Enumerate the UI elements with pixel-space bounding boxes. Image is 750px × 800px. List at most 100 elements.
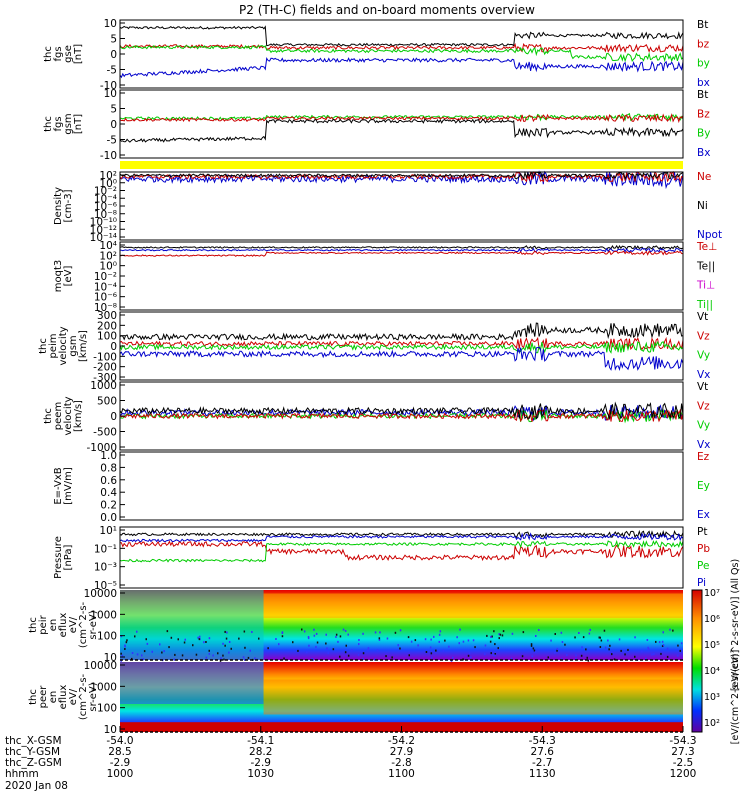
x-row-value: 1200 (670, 768, 697, 780)
noise-speck (533, 649, 536, 652)
y-tick-label: 10⁻⁵ (94, 580, 117, 592)
x-row-value: -54.3 (669, 735, 696, 747)
y-label-line: [nT] (73, 114, 84, 134)
noise-speck (677, 644, 679, 647)
noise-speck (661, 640, 664, 643)
panel-pressure: 10¹ 10⁻¹ 10⁻³ 10⁻⁵ Pressure [nPa] (53, 525, 684, 592)
noise-speck (281, 635, 284, 638)
noise-speck (327, 651, 329, 654)
noise-speck (244, 646, 246, 649)
series-line-3 (119, 346, 684, 372)
noise-speck (163, 650, 165, 653)
noise-speck (430, 656, 433, 659)
noise-speck (417, 644, 419, 647)
noise-speck (646, 639, 649, 641)
y-axis-label: thc peir en eflux eV/(cm^2-s-sr-eV) (28, 601, 99, 648)
noise-speck (531, 655, 533, 658)
electron-mid-band (263, 679, 683, 715)
noise-speck (666, 647, 669, 650)
noise-speck (146, 642, 149, 645)
y-tick-label: 5 (110, 104, 117, 116)
noise-speck (249, 649, 251, 652)
noise-speck (556, 647, 559, 650)
y-tick-label: 10000 (84, 660, 117, 672)
noise-speck (407, 636, 410, 639)
x-axis-date: 2020 Jan 08 (5, 780, 68, 792)
noise-speck (589, 628, 591, 631)
y-label-line: gse (63, 45, 74, 63)
noise-speck (530, 643, 533, 646)
noise-speck (379, 631, 381, 634)
y-label-line: thc (38, 338, 49, 354)
noise-speck (351, 649, 353, 652)
x-row-value: -2.7 (532, 757, 553, 769)
x-row-label: thc_Z-GSM (5, 757, 62, 769)
noise-speck (199, 635, 201, 638)
noise-speck (136, 653, 139, 656)
noise-speck (578, 632, 580, 634)
y-tick-label: -200 (93, 362, 117, 374)
y-ticks: 1.00.80.60.40.20.0 (100, 450, 125, 524)
y-tick-label: 10⁻⁸ (94, 302, 117, 314)
noise-speck (345, 644, 347, 647)
noise-speck (247, 656, 250, 659)
noise-speck (585, 648, 587, 651)
noise-speck (394, 631, 397, 634)
y-label-line: en (48, 619, 59, 632)
y-label-line: [km/s] (73, 400, 84, 432)
noise-speck (530, 644, 533, 647)
x-row-value: 1000 (107, 768, 134, 780)
legend-entry: Bt (697, 89, 708, 101)
noise-speck (648, 648, 650, 651)
series-line-3 (119, 401, 684, 421)
noise-speck (325, 642, 327, 645)
noise-speck (367, 647, 370, 650)
noise-speck (337, 640, 339, 643)
y-ticks: 10¹ 10⁻¹ 10⁻³ 10⁻⁵ (94, 525, 125, 592)
noise-speck (121, 654, 124, 657)
noise-speck (435, 649, 437, 652)
noise-speck (339, 655, 341, 658)
y-tick-label: 100 (97, 331, 117, 343)
noise-speck (275, 638, 277, 640)
colorbar-tick: 10⁵ (704, 640, 720, 651)
noise-speck (490, 635, 492, 638)
noise-speck (502, 630, 505, 633)
noise-speck (492, 653, 494, 656)
noise-speck (219, 659, 222, 662)
series-line-0 (119, 112, 684, 123)
noise-speck (452, 656, 454, 659)
panel-peir_eflux: 10000 1000 100 10 thc peir en eflux eV/(cm^2-s-s… (28, 588, 683, 664)
y-tick-label: 10⁻³ (94, 562, 117, 574)
colorbar-tick: 10⁶ (704, 614, 720, 625)
y-label-line: sr-eV) (88, 682, 99, 711)
noise-speck (679, 649, 681, 652)
noise-speck (344, 651, 347, 654)
y-label-line: (cm^2-s- (78, 673, 89, 720)
legend-entry: Vt (697, 381, 708, 393)
noise-speck (308, 644, 310, 647)
noise-speck (575, 654, 577, 657)
y-tick-label: 0 (110, 341, 117, 353)
ion-early-region (120, 590, 264, 660)
y-tick-label: 0.4 (100, 487, 117, 499)
noise-speck (161, 651, 163, 654)
y-axis-label: thc fgs gse [nT] (43, 44, 84, 64)
noise-speck (444, 639, 446, 642)
y-tick-label: 10⁻² (94, 271, 117, 283)
series-line-3 (119, 532, 684, 543)
noise-speck (124, 644, 126, 647)
noise-speck (142, 658, 144, 661)
y-tick-label: 10⁰ (99, 261, 117, 273)
noise-speck (493, 630, 495, 633)
noise-speck (408, 654, 410, 657)
noise-speck (627, 648, 629, 651)
noise-speck (655, 640, 657, 643)
noise-speck (581, 646, 583, 649)
y-ticks: 1000 500 0 -500 -1000 (86, 380, 125, 454)
noise-speck (313, 628, 315, 631)
noise-speck (217, 652, 219, 655)
